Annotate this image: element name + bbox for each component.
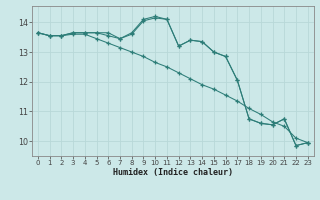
X-axis label: Humidex (Indice chaleur): Humidex (Indice chaleur) (113, 168, 233, 177)
